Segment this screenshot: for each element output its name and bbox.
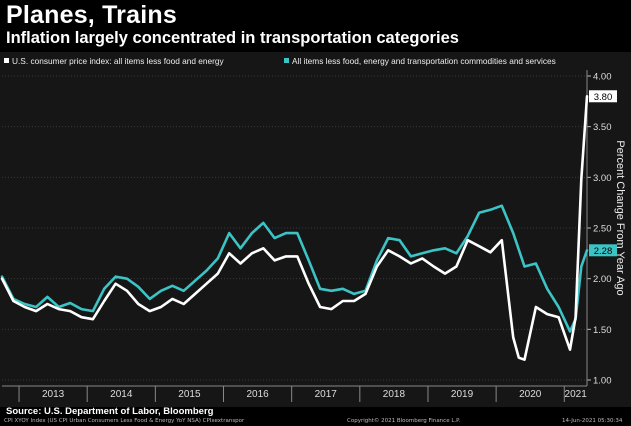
series-line-ex-transport	[0, 204, 589, 333]
x-tick-label: 2020	[519, 389, 542, 400]
y-tick-label: 2.00	[593, 274, 612, 285]
chart-title: Planes, Trains	[6, 1, 177, 29]
legend-label: All items less food, energy and transpor…	[292, 56, 556, 66]
last-value-label: 2.28	[594, 246, 613, 257]
y-tick-label: 1.00	[593, 376, 612, 387]
last-value-label: 3.80	[594, 92, 613, 103]
y-tick-label: 2.50	[593, 224, 612, 235]
y-tick-label: 4.00	[593, 72, 612, 83]
y-tick-label: 1.50	[593, 325, 612, 336]
timestamp: 14-Jun-2021 05:30:34	[562, 418, 623, 424]
chart-area: 1.00 1.50 2.00 2.50 3.00 3.50 4.00 Percent Chan…	[0, 52, 631, 407]
series-line-core-cpi	[0, 95, 589, 361]
line-chart: 1.00 1.50 2.00 2.50 3.00 3.50 4.00 Percent Chan…	[0, 56, 626, 402]
x-tick-label: 2013	[42, 389, 65, 400]
x-tick-label: 2021	[565, 389, 588, 400]
legend-swatch	[284, 58, 289, 63]
x-tick-label: 2014	[110, 389, 133, 400]
x-tick-label: 2015	[178, 389, 201, 400]
legend-label: U.S. consumer price index: all items les…	[12, 56, 225, 66]
x-tick-label: 2017	[315, 389, 338, 400]
last-value-badge	[589, 90, 617, 103]
x-tick-label: 2019	[451, 389, 474, 400]
y-axis-title: Percent Change From Year Ago	[614, 140, 626, 295]
chart-subtitle: Inflation largely concentrated in transp…	[6, 29, 459, 47]
legend-swatch	[4, 58, 9, 63]
y-tick-label: 3.50	[593, 122, 612, 133]
ticker-note: CPI XYOY Index (US CPI Urban Consumers L…	[4, 418, 245, 424]
last-value-badge	[589, 244, 617, 257]
source-note: Source: U.S. Department of Labor, Bloomb…	[6, 406, 214, 417]
plot-background	[2, 70, 587, 386]
x-tick-label: 2018	[383, 389, 406, 400]
x-tick-label: 2016	[246, 389, 269, 400]
y-tick-label: 3.00	[593, 173, 612, 184]
copyright-note: Copyright© 2021 Bloomberg Finance L.P.	[347, 418, 461, 424]
